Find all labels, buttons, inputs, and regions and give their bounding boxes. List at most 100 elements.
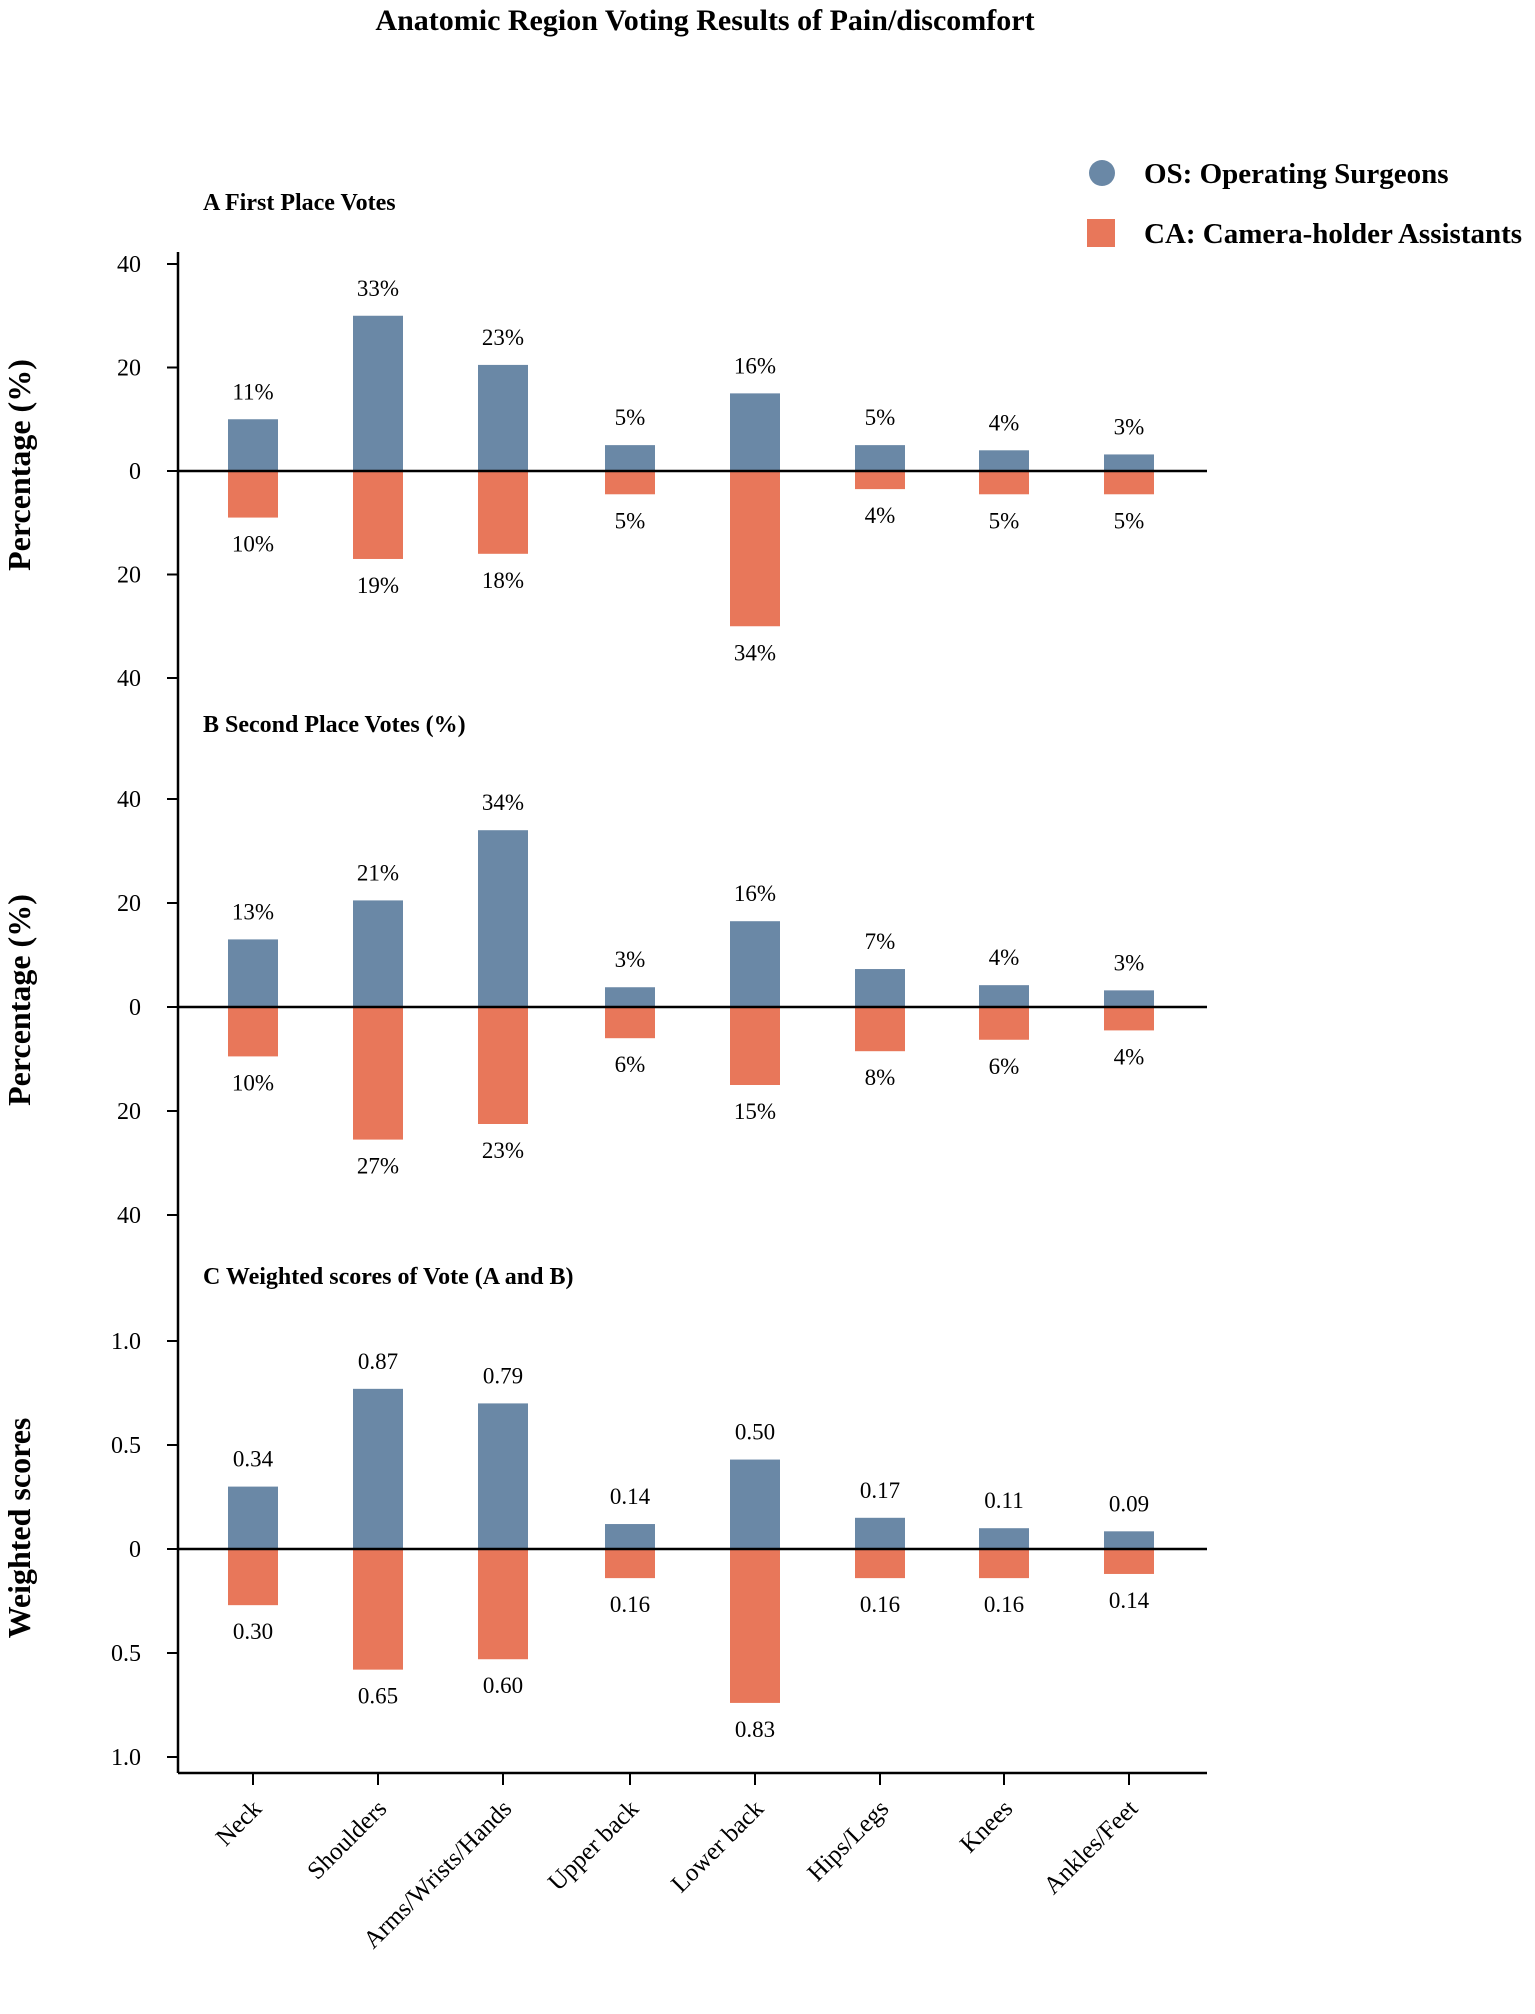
bar-ca-b [1104, 1007, 1154, 1031]
bar-ca-a [605, 471, 655, 495]
y-tick-label: 0 [129, 459, 141, 485]
y-tick-label: 20 [117, 563, 141, 589]
bar-ca-a [979, 471, 1029, 495]
x-tick-label: Ankles/Feet [1039, 1795, 1144, 1900]
panel-a-title: A First Place Votes [203, 190, 396, 216]
data-label-os: 3% [1114, 414, 1145, 439]
plot-area: A First Place Votes Percentage (%) 40 20 0 20… [1, 190, 1207, 1954]
y-tick-label: 20 [117, 891, 141, 917]
data-label-ca: 5% [1114, 508, 1145, 533]
bar-os-b [353, 900, 403, 1007]
data-label-os: 0.09 [1109, 1491, 1149, 1516]
bar-os-c [730, 1459, 780, 1549]
data-label-ca: 0.16 [860, 1592, 900, 1617]
data-label-os: 0.17 [860, 1478, 900, 1503]
data-label-ca: 19% [357, 573, 399, 598]
bar-os-c [353, 1388, 403, 1549]
bar-ca-b [353, 1007, 403, 1140]
data-label-ca: 15% [734, 1099, 776, 1124]
y-tick-label: 0.5 [111, 1433, 141, 1459]
x-tick-label: Shoulders [302, 1795, 392, 1885]
data-label-ca: 10% [232, 1070, 274, 1095]
bar-ca-c [228, 1549, 278, 1606]
bar-ca-a [730, 471, 780, 627]
bar-ca-c [730, 1549, 780, 1703]
data-label-os: 4% [989, 410, 1020, 435]
bar-ca-a [478, 471, 528, 554]
data-label-ca: 0.60 [483, 1673, 523, 1698]
x-tick-label: Upper back [543, 1795, 644, 1896]
data-label-os: 4% [989, 945, 1020, 970]
legend: OS: Operating Surgeons CA: Camera-holder… [1087, 158, 1522, 250]
bar-os-a [1104, 454, 1154, 471]
y-tick-label: 20 [117, 356, 141, 382]
legend-os-marker [1089, 160, 1115, 186]
bar-os-a [979, 450, 1029, 471]
data-label-os: 0.11 [984, 1488, 1023, 1513]
data-label-os: 33% [357, 276, 399, 301]
data-label-os: 7% [865, 929, 896, 954]
bar-ca-b [605, 1007, 655, 1039]
bar-os-a [855, 445, 905, 471]
panel-b-ylabel: Percentage (%) [1, 894, 37, 1106]
bar-os-a [478, 364, 528, 471]
bar-ca-a [1104, 471, 1154, 495]
bar-ca-b [979, 1007, 1029, 1040]
data-label-ca: 10% [232, 532, 274, 557]
y-tick-label: 40 [117, 1203, 141, 1229]
data-label-os: 0.50 [735, 1420, 775, 1445]
data-label-ca: 4% [1114, 1044, 1145, 1069]
data-label-ca: 0.16 [984, 1592, 1024, 1617]
bar-ca-c [1104, 1549, 1154, 1574]
legend-ca-marker [1087, 219, 1115, 247]
panel-b-title: B Second Place Votes (%) [203, 712, 466, 738]
bar-ca-c [979, 1549, 1029, 1579]
panel-a-ylabel: Percentage (%) [1, 359, 37, 571]
data-label-ca: 8% [865, 1065, 896, 1090]
bar-ca-c [353, 1549, 403, 1670]
y-tick-label: 0 [129, 1537, 141, 1563]
data-label-os: 13% [232, 899, 274, 924]
data-label-os: 23% [482, 325, 524, 350]
y-tick-label: 20 [117, 1099, 141, 1125]
legend-ca-label: CA: Camera-holder Assistants [1144, 218, 1522, 250]
x-tick-label: Lower back [666, 1795, 769, 1898]
bar-os-c [478, 1403, 528, 1549]
panel-c: C Weighted scores of Vote (A and B) Weigh… [1, 1264, 1207, 1771]
chart-title: Anatomic Region Voting Results of Pain/d… [375, 4, 1034, 37]
bar-os-a [730, 393, 780, 471]
data-label-ca: 5% [615, 508, 646, 533]
bar-os-b [478, 830, 528, 1007]
bar-ca-a [353, 471, 403, 559]
y-tick-label: 0.5 [111, 1641, 141, 1667]
panel-a: A First Place Votes Percentage (%) 40 20 0 20… [1, 190, 1207, 692]
bar-ca-b [855, 1007, 905, 1052]
data-label-os: 16% [734, 353, 776, 378]
y-tick-label: 1.0 [111, 1329, 141, 1355]
y-tick-label: 40 [117, 252, 141, 278]
y-tick-label: 1.0 [111, 1745, 141, 1771]
y-tick-label: 40 [117, 666, 141, 692]
data-label-ca: 6% [615, 1052, 646, 1077]
data-label-ca: 0.83 [735, 1717, 775, 1742]
panel-c-ylabel: Weighted scores [1, 1418, 37, 1639]
bar-os-a [228, 419, 278, 471]
bar-ca-b [228, 1007, 278, 1057]
data-label-os: 5% [865, 405, 896, 430]
bar-os-b [730, 921, 780, 1007]
data-label-os: 5% [615, 405, 646, 430]
bar-os-c [605, 1524, 655, 1549]
bar-os-c [855, 1517, 905, 1549]
data-label-ca: 6% [989, 1054, 1020, 1079]
panel-b: B Second Place Votes (%) Percentage (%) 40… [1, 712, 1207, 1229]
bar-ca-b [730, 1007, 780, 1085]
data-label-os: 0.87 [358, 1349, 398, 1374]
data-label-ca: 18% [482, 568, 524, 593]
y-tick-label: 40 [117, 787, 141, 813]
data-label-ca: 27% [357, 1154, 399, 1179]
data-label-os: 0.34 [233, 1447, 274, 1472]
data-label-os: 3% [615, 947, 646, 972]
bar-os-b [979, 985, 1029, 1007]
data-label-os: 11% [232, 379, 273, 404]
